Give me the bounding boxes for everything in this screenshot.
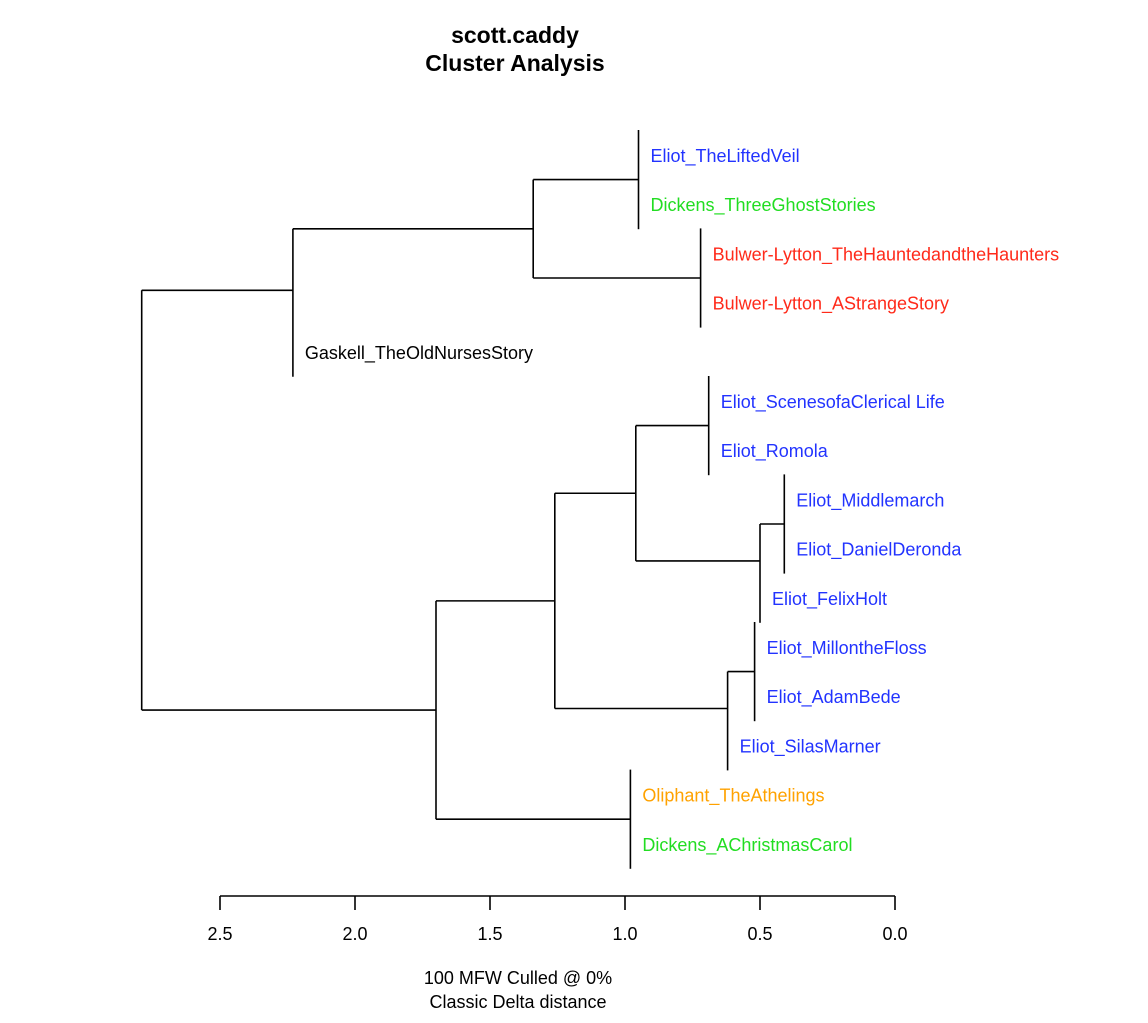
chart-subtitle: Cluster Analysis [425,50,605,76]
chart-title: scott.caddy [451,22,579,48]
leaf-label: Oliphant_TheAthelings [642,786,824,807]
leaf-label: Eliot_SilasMarner [740,736,881,757]
leaf-label: Dickens_ThreeGhostStories [651,195,876,216]
x-axis-tick-label: 1.5 [477,924,502,944]
leaf-label: Bulwer-Lytton_TheHauntedandtheHaunters [713,244,1060,265]
leaf-label: Eliot_TheLiftedVeil [651,146,800,167]
leaf-label: Bulwer-Lytton_AStrangeStory [713,294,949,315]
footer-mfw-note: 100 MFW Culled @ 0% [423,968,613,988]
x-axis-tick-label: 1.0 [612,924,637,944]
leaf-label: Eliot_AdamBede [767,687,901,708]
footer-distance-note: Classic Delta distance [429,992,607,1012]
leaf-label: Eliot_ScenesofaClerical Life [721,392,945,413]
leaf-label: Dickens_AChristmasCarol [642,835,852,856]
leaf-label: Eliot_Middlemarch [796,490,944,511]
dendrogram-plot: Eliot_TheLiftedVeil Dickens_ThreeGhostSto… [140,130,1060,944]
x-axis-tick-label: 2.5 [207,924,232,944]
leaf-label: Eliot_DanielDeronda [796,540,962,561]
leaf-label: Eliot_FelixHolt [772,589,887,610]
x-axis-tick-label: 0.0 [882,924,907,944]
leaf-label: Eliot_MillontheFloss [767,638,927,659]
x-axis-tick-label: 2.0 [342,924,367,944]
leaf-label: Eliot_Romola [721,441,829,462]
leaf-label: Gaskell_TheOldNursesStory [305,343,533,364]
x-axis-tick-label: 0.5 [747,924,772,944]
